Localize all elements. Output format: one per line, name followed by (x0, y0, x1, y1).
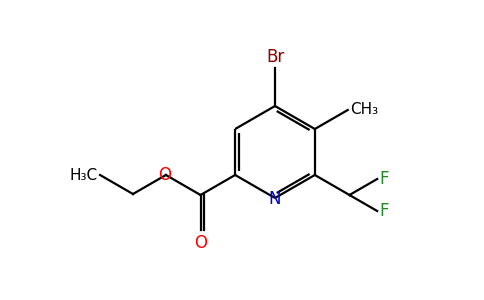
Text: Br: Br (266, 48, 284, 66)
Text: O: O (158, 166, 171, 184)
Text: N: N (269, 190, 281, 208)
Text: F: F (379, 170, 389, 188)
Text: H₃C: H₃C (70, 167, 98, 182)
Text: F: F (379, 202, 389, 220)
Text: O: O (194, 234, 207, 252)
Text: CH₃: CH₃ (350, 103, 378, 118)
